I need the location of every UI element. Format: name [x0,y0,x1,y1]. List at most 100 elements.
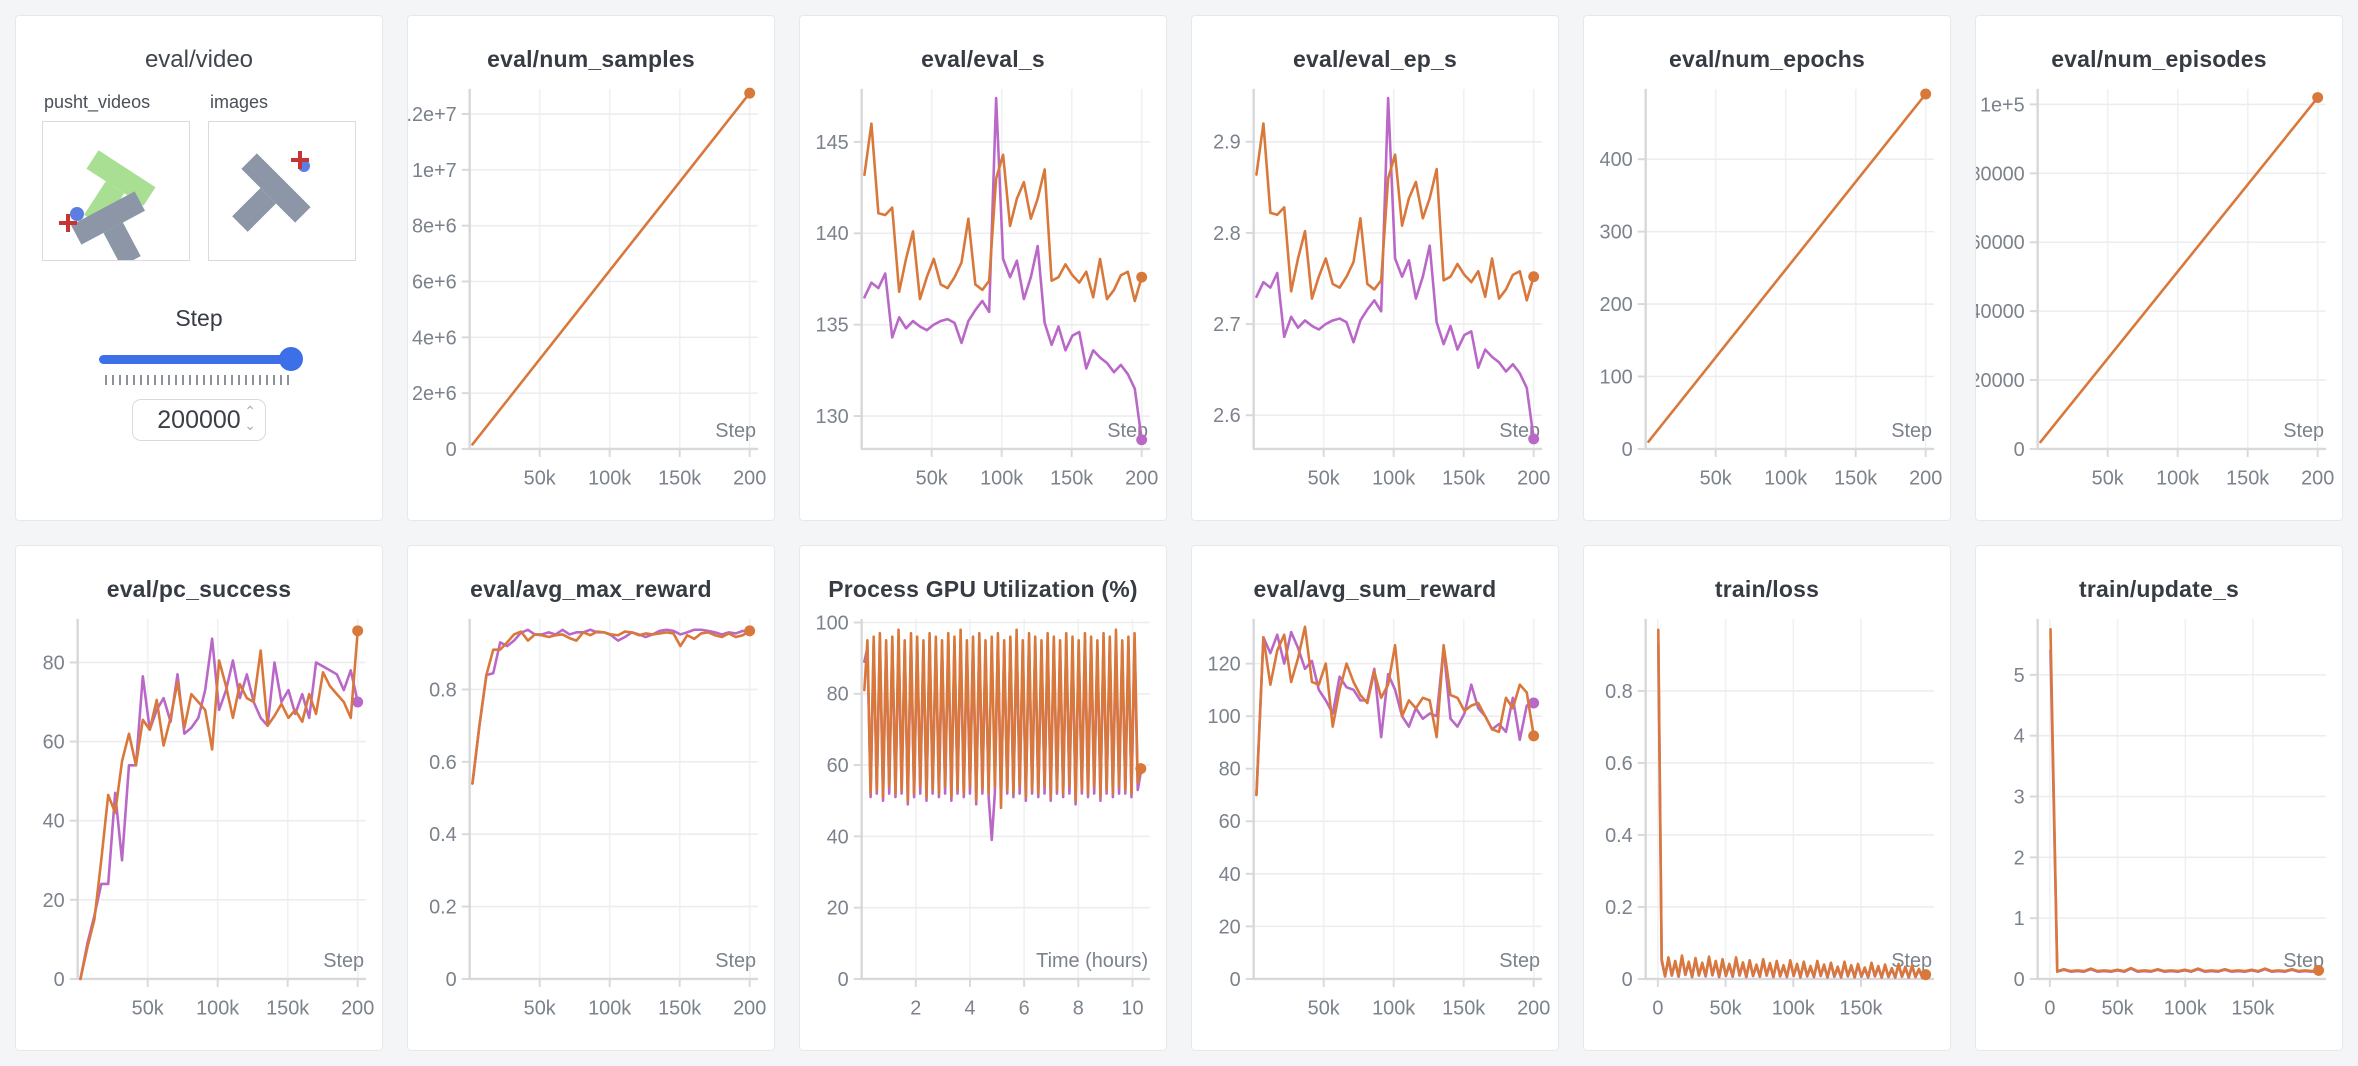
svg-text:80: 80 [827,684,849,706]
svg-text:150k: 150k [1442,998,1485,1020]
svg-text:200: 200 [1517,998,1550,1020]
svg-text:20: 20 [1219,916,1241,938]
chart-title: eval/eval_s [921,46,1045,72]
chart-plot[interactable]: 50k 100k 150k 200 0 20 40 60 80 Step [16,605,382,1043]
svg-text:200: 200 [341,998,374,1020]
chart-title: eval/num_episodes [2051,46,2267,72]
svg-text:80: 80 [1219,759,1241,781]
svg-text:0: 0 [1622,439,1633,461]
step-slider[interactable] [99,346,303,372]
svg-text:100k: 100k [1772,998,1815,1020]
svg-text:0: 0 [2014,969,2025,991]
chart-plot[interactable]: 50k 100k 150k 200 0 20 40 60 80 100 120 Step [1192,605,1558,1043]
chart-plot[interactable]: 50k 100k 150k 200 0 0.2 0.4 0.6 0.8 Step [408,605,774,1043]
svg-text:0.2: 0.2 [429,897,457,919]
svg-text:2: 2 [910,998,921,1020]
svg-text:Step: Step [323,950,364,972]
svg-text:6e+6: 6e+6 [412,271,457,293]
svg-text:50k: 50k [524,998,556,1020]
video-thumb-pusht-videos: pusht_videos [42,84,190,261]
svg-text:200: 200 [733,468,766,490]
svg-text:4e+6: 4e+6 [412,327,457,349]
chart-panel-eval-pc_success: eval/pc_success 50k 100k 150k 200 0 20 40 60 80 S… [15,545,383,1051]
svg-text:100: 100 [1208,706,1241,728]
chart-panel-gpu-utilization: Process GPU Utilization (%) 2 4 6 8 10 0 20 40 6… [799,545,1167,1051]
chart-panel-eval-num_samples: eval/num_samples 50k 100k 150k 200 0 2e+6 4e+6… [407,15,775,521]
svg-text:0.8: 0.8 [429,679,457,701]
svg-text:120: 120 [1208,654,1241,676]
svg-text:100k: 100k [588,468,631,490]
svg-text:50k: 50k [1710,998,1742,1020]
svg-text:100k: 100k [588,998,631,1020]
video-panel: eval/video pusht_videos [15,15,383,521]
svg-text:0: 0 [838,969,849,991]
svg-text:100: 100 [816,612,849,634]
chart-plot[interactable]: 0 50k 100k 150k 0 1 2 3 4 5 Step [1976,605,2342,1043]
svg-text:Step: Step [2283,420,2324,442]
chart-title: eval/pc_success [106,576,292,602]
svg-text:40000: 40000 [1976,301,2025,323]
svg-text:80: 80 [43,652,65,674]
svg-text:Step: Step [1891,420,1932,442]
svg-text:150k: 150k [2231,998,2274,1020]
step-slider-track[interactable] [99,355,299,364]
chart-title: eval/num_samples [487,46,695,72]
chart-panel-eval-num_epochs: eval/num_epochs 50k 100k 150k 200 0 100 200 300… [1583,15,1951,521]
svg-text:80000: 80000 [1976,163,2025,185]
svg-text:130: 130 [816,406,849,428]
svg-text:0: 0 [2014,439,2025,461]
svg-text:2: 2 [2014,847,2025,869]
svg-text:100k: 100k [2164,998,2207,1020]
svg-text:0.4: 0.4 [1605,825,1633,847]
step-slider-ticks [105,375,293,385]
svg-text:3: 3 [2014,786,2025,808]
step-slider-thumb[interactable] [279,347,303,371]
video-thumb-label: pusht_videos [44,92,151,112]
svg-text:150k: 150k [658,468,701,490]
svg-text:200: 200 [1517,468,1550,490]
svg-text:0: 0 [446,969,457,991]
svg-text:50k: 50k [1308,468,1340,490]
chart-title: eval/avg_max_reward [470,576,712,602]
stepper-up-icon[interactable]: ⌃ [244,403,256,419]
svg-text:0: 0 [1622,969,1633,991]
svg-text:200: 200 [1600,294,1633,316]
step-value[interactable]: 200000 [157,405,241,434]
svg-text:4: 4 [2014,726,2025,748]
svg-text:Step: Step [2283,950,2324,972]
svg-text:40: 40 [1219,864,1241,886]
svg-text:Step: Step [715,420,756,442]
chart-plot[interactable]: 50k 100k 150k 200 0 20000 40000 60000 80000 1e+5 S… [1976,75,2342,513]
svg-text:200: 200 [1125,468,1158,490]
chart-plot[interactable]: 0 50k 100k 150k 0 0.2 0.4 0.6 0.8 Step [1584,605,1950,1043]
svg-text:150k: 150k [1050,468,1093,490]
svg-text:50k: 50k [1308,998,1340,1020]
chart-panel-eval-avg_max_reward: eval/avg_max_reward 50k 100k 150k 200 0 0.2 0.… [407,545,775,1051]
svg-text:60000: 60000 [1976,232,2025,254]
svg-text:1.2e+7: 1.2e+7 [408,104,457,126]
video-thumb-label: images [210,92,269,112]
step-slider-label: Step [175,305,223,331]
chart-title: eval/eval_ep_s [1293,46,1457,72]
chart-panel-eval-eval_ep_s: eval/eval_ep_s 50k 100k 150k 200 2.6 2.7 2.8 2.… [1191,15,1559,521]
svg-text:20: 20 [827,898,849,920]
step-value-input[interactable]: 200000 ⌃ ⌄ [132,399,266,441]
video-panel-title: eval/video [144,46,254,73]
svg-text:100: 100 [1600,366,1633,388]
stepper-down-icon[interactable]: ⌄ [244,417,256,433]
svg-text:8: 8 [1073,998,1084,1020]
chart-plot[interactable]: 50k 100k 150k 200 0 100 200 300 400 Step [1584,75,1950,513]
svg-text:8e+6: 8e+6 [412,216,457,238]
video-thumbnail-images[interactable] [208,121,356,261]
chart-panel-eval-eval_s: eval/eval_s 50k 100k 150k 200 130 135 140 145 St… [799,15,1167,521]
step-stepper[interactable]: ⌃ ⌄ [244,404,256,432]
svg-text:2.7: 2.7 [1213,314,1241,336]
svg-text:0: 0 [446,439,457,461]
chart-panel-eval-num_episodes: eval/num_episodes 50k 100k 150k 200 0 20000 40… [1975,15,2343,521]
chart-plot[interactable]: 50k 100k 150k 200 0 2e+6 4e+6 6e+6 8e+6 1e+7 1.2e+… [408,75,774,513]
video-thumbnail-pusht-videos[interactable] [42,121,190,261]
